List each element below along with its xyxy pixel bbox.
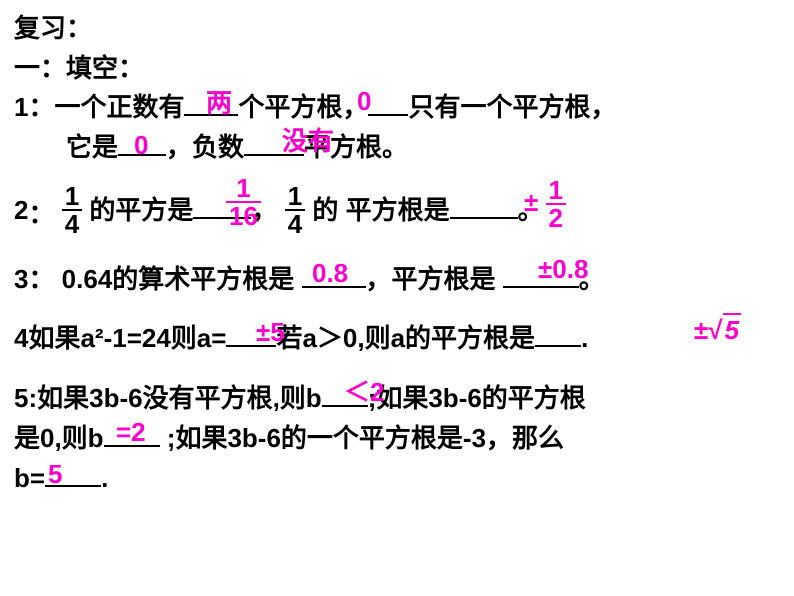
q2-ans2-den: 2 [546,205,566,231]
q5-ans2: =2 [116,414,146,452]
q5-txt2: ;如果3b-6的平方根 [368,383,586,413]
q2-frac1-num: 1 [62,183,82,211]
q1-ans-none: 没有 [282,123,334,161]
q4-txt3: . [581,323,588,353]
q2-line: 2： 1 4 的平方是， 1 4 的 平方根是。 1 16 ± 1 2 [14,185,780,239]
q1-ans-zero: 0 [134,127,148,165]
q5-ans1: ＜2 [344,374,384,412]
q5-ans3: 5 [48,456,62,494]
q5-txt4: ;如果3b-6的一个平方根是-3，那么 [160,423,564,453]
q4-ans1: ±5 [256,314,285,352]
q1-ans-two: 两 [206,85,232,123]
q5-line2: 是0,则b ;如果3b-6的一个平方根是-3，那么 =2 [14,420,780,458]
q5-txt5: b= [14,463,45,493]
q2-ans1: 1 16 [226,175,261,229]
q4-ans2-pm: ± [694,315,708,345]
q4-ans2-arg: 5 [723,313,741,345]
q2-frac2-num: 1 [285,183,305,211]
q2-ans1-num: 1 [226,175,261,203]
q5-line3: b=. 5 [14,460,780,498]
q1-l2-a: 它是 [66,132,118,162]
q2-colon: ： [28,199,54,229]
sqrt-icon: 5 [708,312,741,350]
q3-txt1: 3： 0.64的算术平方根是 [14,264,302,294]
q5-line1: 5:如果3b-6没有平方根,则b;如果3b-6的平方根 ＜2 [14,380,780,418]
q2-ans1-den: 16 [226,203,261,229]
q1-l1-a: 1：一个正数有 [14,92,184,122]
q2-frac1-den: 4 [62,211,82,237]
q2-frac2: 1 4 [285,183,305,237]
q3-ans2: ±0.8 [538,251,588,289]
section-heading: 一：填空： [14,50,780,88]
q5-txt6: . [101,463,108,493]
q1-l2-b: ，负数 [166,132,244,162]
q1-line1: 1：一个正数有个平方根，只有一个平方根， 两 0 [14,89,780,127]
q3-txt2: ，平方根是 [366,264,503,294]
q1-blank2 [368,90,408,116]
q2-ans2-pm: ± [524,187,538,217]
q2-txt1: 的平方是 [89,195,193,225]
q1-l1-b: 个平方根， [238,92,368,122]
q4-txt2: 若a＞0,则a的平方根是 [276,323,535,353]
q2-txt3: 的 平方根是 [312,195,449,225]
q4-line: 4如果a²-1=24则a=若a＞0,则a的平方根是. ±5 ±5 [14,320,780,358]
q5-txt3: 是0,则b [14,423,104,453]
q1-l1-c: 只有一个平方根， [408,92,616,122]
q1-ans-zero-top: 0 [357,83,371,121]
q3-line: 3： 0.64的算术平方根是 ，平方根是 。 0.8 ±0.8 [14,261,780,299]
q4-txt1: 4如果a²-1=24则a= [14,323,226,353]
review-title: 复习： [14,10,780,48]
q2-frac2-den: 4 [285,211,305,237]
q5-txt1: 5:如果3b-6没有平方根,则b [14,383,322,413]
q2-frac1: 1 4 [62,183,82,237]
q2-ans2: ± 1 2 [524,177,566,231]
q4-blank2 [535,321,581,347]
q3-ans1: 0.8 [312,255,348,293]
q1-line2: 它是，负数平方根。 0 没有 [66,129,780,167]
q2-num: 2 [14,195,28,225]
q2-ans2-num: 1 [546,177,566,205]
q4-ans2: ±5 [694,312,741,350]
q2-blank2 [450,193,518,219]
